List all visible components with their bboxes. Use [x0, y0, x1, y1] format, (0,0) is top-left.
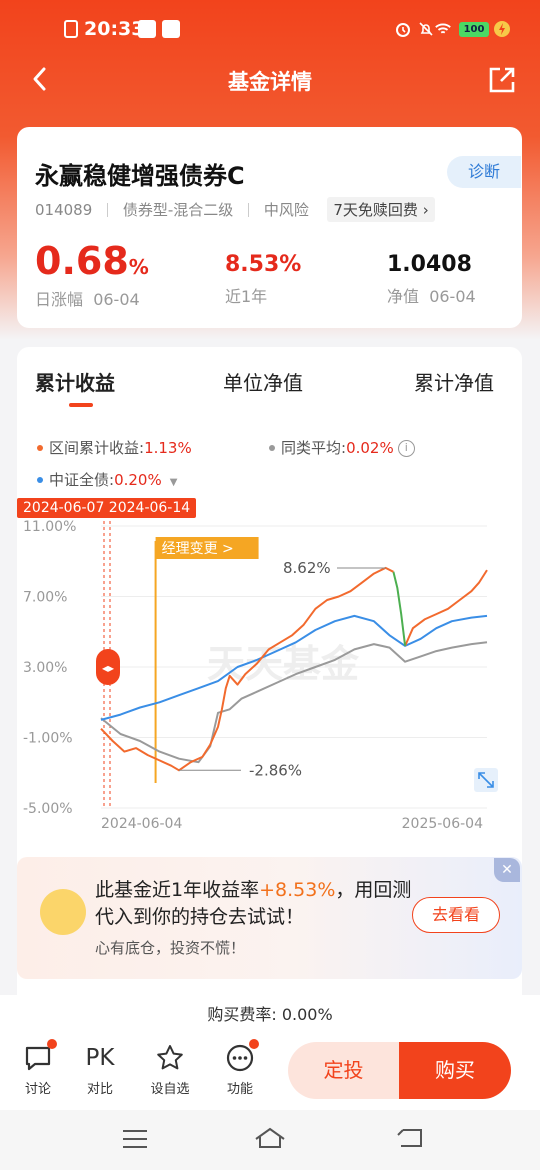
x-tick-label: 2025-06-04	[402, 816, 483, 832]
promo-button[interactable]: 去看看	[412, 897, 500, 933]
series-line	[100, 566, 394, 772]
promo-title: 此基金近1年收益率+8.53%，用回测代入到你的持仓去试试！	[95, 879, 412, 928]
battery-indicator: 100	[459, 22, 489, 37]
x-tick-label: 2024-06-04	[101, 816, 182, 832]
divider	[318, 203, 319, 217]
legend-peer: 同类平均:0.02% i	[269, 437, 415, 458]
redeem-tag[interactable]: 7天免赎回费 ›	[327, 197, 435, 222]
notification-badge	[249, 1039, 259, 1049]
legend-index[interactable]: 中证全债:0.20% ▼	[37, 469, 177, 490]
more-icon	[225, 1039, 259, 1073]
functions-button[interactable]: 功能	[215, 1039, 265, 1097]
bottom-bar: 讨论 PK 对比 设自选 功能 定投 购买	[0, 1035, 540, 1110]
tab-unit-nav[interactable]: 单位净值	[223, 371, 303, 395]
year-return-value: 8.53%	[225, 252, 302, 277]
discuss-button[interactable]: 讨论	[13, 1039, 63, 1097]
chart-tabs: 累计收益 单位净值 累计净值	[17, 367, 522, 407]
dropdown-icon: ▼	[169, 477, 178, 488]
series-line	[404, 569, 488, 647]
fund-meta: 014089 债券型-混合二级 中风险 7天免赎回费 ›	[35, 197, 435, 222]
diagnose-button[interactable]: 诊断	[447, 156, 521, 188]
divider	[107, 202, 109, 217]
max-label: 8.62%	[283, 559, 331, 577]
y-tick-label: 11.00%	[23, 519, 76, 535]
red-envelope-icon	[162, 20, 180, 38]
mute-icon	[419, 22, 433, 36]
back-icon[interactable]	[26, 64, 56, 94]
sip-button[interactable]: 定投	[288, 1042, 399, 1099]
notification-badge	[47, 1039, 57, 1049]
daily-change-unit: %	[128, 255, 149, 279]
tab-cumulative-return[interactable]: 累计收益	[35, 371, 115, 395]
series-line	[100, 614, 488, 721]
status-time: 20:33	[84, 18, 145, 40]
promo-banner: 此基金近1年收益率+8.53%，用回测代入到你的持仓去试试！ 心有底仓，投资不慌…	[17, 857, 522, 979]
manager-change-tag	[155, 537, 259, 559]
info-icon[interactable]: i	[397, 440, 415, 457]
menu-icon[interactable]	[120, 1128, 150, 1150]
page-title: 基金详情	[228, 70, 312, 94]
daily-change-date: 06-04	[93, 290, 140, 309]
notification-icon	[64, 20, 78, 38]
status-bar: 20:33 100	[0, 0, 540, 60]
y-tick-label: 3.00%	[23, 660, 67, 676]
star-icon	[155, 1043, 185, 1073]
fee-bar: 购买费率: 0.00%	[0, 995, 540, 1035]
tab-underline	[69, 403, 93, 407]
share-icon[interactable]	[487, 65, 517, 95]
legend-dot	[37, 444, 43, 451]
wifi-icon	[435, 23, 451, 34]
legend-fund: 区间累计收益:1.13%	[37, 437, 192, 458]
tab-cumulative-nav[interactable]: 累计净值	[414, 371, 494, 395]
app-notification-icon	[138, 20, 156, 38]
series-line	[392, 571, 407, 647]
fund-type: 债券型-混合二级	[122, 201, 234, 219]
compare-button[interactable]: PK 对比	[85, 1045, 115, 1097]
charging-icon	[494, 21, 510, 37]
year-return-label: 近1年	[225, 287, 268, 306]
add-watchlist-button[interactable]: 设自选	[145, 1043, 195, 1097]
nav-bar: 基金详情	[0, 60, 540, 100]
fund-code: 014089	[35, 200, 93, 219]
close-icon[interactable]: ✕	[494, 858, 520, 882]
expand-icon-glyph	[478, 772, 494, 788]
mascot-icon	[40, 889, 86, 935]
date-range-tag: 2024-06-07 2024-06-14	[17, 498, 197, 518]
promo-subtitle: 心有底仓，投资不慌！	[95, 939, 246, 957]
legend-dot	[37, 476, 43, 483]
y-tick-label: 7.00%	[23, 590, 67, 606]
year-return-stat: 8.53% 近1年	[225, 252, 301, 307]
fund-risk: 中风险	[263, 201, 309, 219]
nav-date: 06-04	[429, 287, 476, 306]
pk-icon: PK	[85, 1045, 115, 1071]
fund-info-card: 永赢稳健增强债券C 诊断 014089 债券型-混合二级 中风险 7天免赎回费 …	[17, 127, 522, 328]
y-tick-label: -1.00%	[23, 731, 73, 747]
chat-icon	[23, 1039, 57, 1073]
legend-dot	[269, 444, 275, 451]
back-nav-icon[interactable]	[395, 1126, 425, 1150]
home-icon[interactable]	[253, 1126, 287, 1150]
daily-change-label: 日涨幅	[35, 290, 84, 309]
drag-handle-icon: ◂▸	[102, 661, 114, 675]
nav-label: 净值	[387, 287, 420, 306]
divider	[248, 202, 250, 217]
drag-handle	[96, 649, 120, 685]
series-line	[100, 641, 488, 764]
fund-name: 永赢稳健增强债券C	[35, 162, 245, 190]
return-chart[interactable]: 11.00% 7.00% 3.00% -1.00% -5.00% 2024-06-04 20…	[17, 515, 522, 835]
y-tick-label: -5.00%	[23, 801, 73, 817]
nav-value: 1.0408	[387, 252, 472, 277]
nav-stat: 1.0408 净值 06-04	[387, 252, 476, 307]
daily-change-stat: 0.68% 日涨幅 06-04	[35, 239, 149, 310]
manager-change-label: 经理变更 >	[162, 541, 234, 557]
alarm-icon	[396, 23, 410, 37]
min-label: -2.86%	[249, 761, 302, 779]
system-nav-bar	[0, 1110, 540, 1170]
buy-button[interactable]: 购买	[399, 1042, 511, 1099]
daily-change-value: 0.68	[35, 239, 129, 283]
